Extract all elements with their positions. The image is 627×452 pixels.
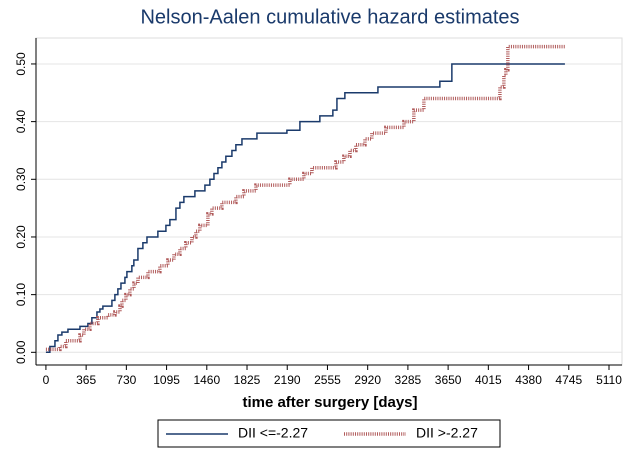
y-tick-label: 0.50: [14, 52, 28, 76]
legend-label: DII <=-2.27: [238, 425, 308, 441]
y-tick-label: 0.30: [14, 167, 28, 191]
x-tick-label: 4745: [555, 373, 582, 387]
x-tick-label: 2920: [354, 373, 381, 387]
legend-box: [157, 419, 501, 448]
step-line: [45, 63, 565, 354]
x-tick-label: 4015: [475, 373, 502, 387]
y-tick-label: 0.10: [14, 283, 28, 307]
chart-title: Nelson-Aalen cumulative hazard estimates: [140, 6, 519, 28]
x-tick-label: 730: [116, 373, 136, 387]
x-tick-label: 1460: [193, 373, 220, 387]
x-tick-label: 0: [43, 373, 50, 387]
y-tick-label: 0.00: [14, 340, 28, 364]
y-tick-label: 0.20: [14, 225, 28, 249]
legend-label: DII >-2.27: [416, 425, 478, 441]
x-tick-label: 1095: [153, 373, 180, 387]
x-tick-label: 3650: [435, 373, 462, 387]
x-tick-label: 3285: [395, 373, 422, 387]
step-line: [45, 44, 565, 352]
y-tick-label: 0.40: [14, 110, 28, 134]
x-tick-label: 4380: [515, 373, 542, 387]
plot-frame: [35, 37, 623, 366]
x-tick-label: 365: [76, 373, 96, 387]
x-tick-label: 2555: [314, 373, 341, 387]
x-tick-label: 1825: [234, 373, 261, 387]
x-tick-label: 2190: [274, 373, 301, 387]
x-tick-label: 5110: [596, 373, 622, 387]
x-axis-label: time after surgery [days]: [242, 394, 417, 411]
